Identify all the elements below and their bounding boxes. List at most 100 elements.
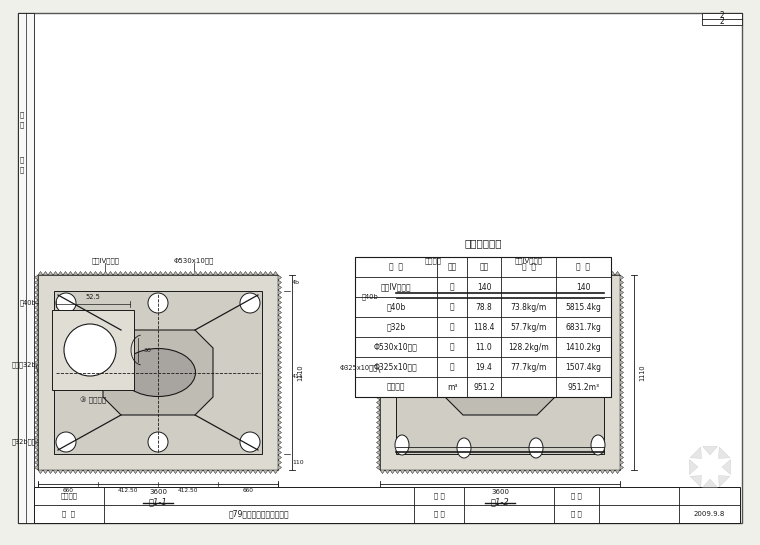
Polygon shape bbox=[465, 271, 470, 275]
Polygon shape bbox=[193, 470, 198, 474]
Polygon shape bbox=[163, 271, 168, 275]
Text: 米: 米 bbox=[450, 342, 454, 352]
Polygon shape bbox=[376, 340, 380, 345]
Polygon shape bbox=[590, 470, 595, 474]
Polygon shape bbox=[34, 340, 38, 345]
Text: 工32b: 工32b bbox=[386, 323, 406, 331]
Ellipse shape bbox=[457, 438, 471, 458]
Bar bbox=[396, 291, 604, 454]
Polygon shape bbox=[376, 405, 380, 410]
Polygon shape bbox=[390, 470, 395, 474]
Polygon shape bbox=[78, 470, 83, 474]
Polygon shape bbox=[376, 320, 380, 325]
Polygon shape bbox=[376, 445, 380, 450]
Text: 412.50: 412.50 bbox=[118, 487, 138, 493]
Polygon shape bbox=[415, 271, 420, 275]
Polygon shape bbox=[34, 355, 38, 360]
Polygon shape bbox=[376, 325, 380, 330]
Polygon shape bbox=[193, 271, 198, 275]
Polygon shape bbox=[620, 310, 623, 315]
Polygon shape bbox=[500, 470, 505, 474]
Polygon shape bbox=[718, 447, 730, 458]
Polygon shape bbox=[385, 470, 390, 474]
Polygon shape bbox=[34, 385, 38, 390]
Text: 128.2kg/m: 128.2kg/m bbox=[508, 342, 549, 352]
Polygon shape bbox=[376, 295, 380, 300]
Polygon shape bbox=[68, 470, 73, 474]
Polygon shape bbox=[620, 280, 623, 285]
Text: 拉森IV钢板桩: 拉森IV钢板桩 bbox=[91, 258, 119, 264]
Text: 412.50: 412.50 bbox=[178, 487, 198, 493]
Polygon shape bbox=[620, 325, 623, 330]
Polygon shape bbox=[278, 435, 281, 440]
Ellipse shape bbox=[463, 348, 537, 397]
Polygon shape bbox=[440, 271, 445, 275]
Polygon shape bbox=[34, 430, 38, 435]
Polygon shape bbox=[278, 400, 281, 405]
Text: 5815.4kg: 5815.4kg bbox=[565, 302, 601, 312]
Polygon shape bbox=[34, 420, 38, 425]
Polygon shape bbox=[278, 425, 281, 430]
Text: 双拼工32b: 双拼工32b bbox=[11, 361, 36, 368]
Polygon shape bbox=[108, 470, 113, 474]
Text: 小  计: 小 计 bbox=[577, 263, 591, 271]
Polygon shape bbox=[118, 470, 123, 474]
Polygon shape bbox=[53, 271, 58, 275]
Polygon shape bbox=[376, 425, 380, 430]
Polygon shape bbox=[153, 470, 158, 474]
Polygon shape bbox=[380, 470, 385, 474]
Polygon shape bbox=[515, 470, 520, 474]
Polygon shape bbox=[278, 450, 281, 455]
Polygon shape bbox=[450, 470, 455, 474]
Polygon shape bbox=[228, 271, 233, 275]
Polygon shape bbox=[480, 271, 485, 275]
Polygon shape bbox=[243, 271, 248, 275]
Polygon shape bbox=[278, 335, 281, 340]
Polygon shape bbox=[133, 271, 138, 275]
Text: 拉森IV钢板桩: 拉森IV钢板桩 bbox=[515, 258, 543, 264]
Polygon shape bbox=[38, 470, 43, 474]
Polygon shape bbox=[395, 470, 400, 474]
Polygon shape bbox=[475, 271, 480, 275]
Polygon shape bbox=[34, 290, 38, 295]
Text: 米: 米 bbox=[450, 362, 454, 372]
Polygon shape bbox=[620, 330, 623, 335]
Polygon shape bbox=[520, 271, 525, 275]
Polygon shape bbox=[34, 460, 38, 465]
Ellipse shape bbox=[148, 293, 168, 313]
Text: 土方开挖: 土方开挖 bbox=[387, 383, 405, 391]
Polygon shape bbox=[445, 330, 555, 415]
Text: 52.5: 52.5 bbox=[86, 294, 100, 300]
Polygon shape bbox=[620, 445, 623, 450]
Polygon shape bbox=[405, 271, 410, 275]
Text: 57.7kg/m: 57.7kg/m bbox=[510, 323, 546, 331]
Polygon shape bbox=[620, 405, 623, 410]
Polygon shape bbox=[103, 470, 108, 474]
Polygon shape bbox=[485, 470, 490, 474]
Polygon shape bbox=[470, 271, 475, 275]
Polygon shape bbox=[445, 271, 450, 275]
Text: 1410.2kg: 1410.2kg bbox=[565, 342, 601, 352]
Polygon shape bbox=[376, 350, 380, 355]
Polygon shape bbox=[565, 470, 570, 474]
Polygon shape bbox=[620, 400, 623, 405]
Polygon shape bbox=[505, 271, 510, 275]
Polygon shape bbox=[278, 295, 281, 300]
Polygon shape bbox=[376, 370, 380, 375]
Text: 6831.7kg: 6831.7kg bbox=[565, 323, 601, 331]
Polygon shape bbox=[690, 475, 701, 487]
Polygon shape bbox=[610, 271, 615, 275]
Polygon shape bbox=[48, 271, 53, 275]
Polygon shape bbox=[34, 325, 38, 330]
Text: 松弯钢梁: 松弯钢梁 bbox=[424, 258, 442, 264]
Polygon shape bbox=[570, 470, 575, 474]
Polygon shape bbox=[278, 275, 281, 280]
Polygon shape bbox=[278, 460, 281, 465]
Ellipse shape bbox=[529, 438, 543, 458]
Polygon shape bbox=[143, 271, 148, 275]
Polygon shape bbox=[278, 420, 281, 425]
Text: 第79号墩基坑钢板桩支护图: 第79号墩基坑钢板桩支护图 bbox=[229, 510, 290, 518]
Polygon shape bbox=[415, 470, 420, 474]
Polygon shape bbox=[34, 415, 38, 420]
Polygon shape bbox=[113, 271, 118, 275]
